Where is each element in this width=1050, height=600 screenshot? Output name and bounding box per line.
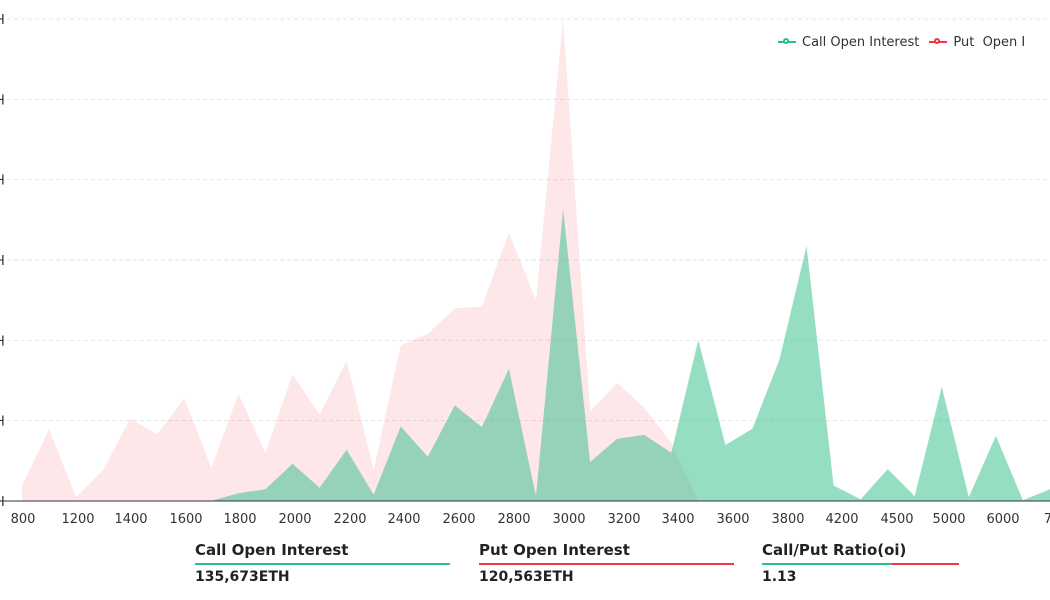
x-tick-label: 3200: [607, 512, 640, 527]
legend-item-put[interactable]: Put Open I: [929, 35, 1025, 50]
chart-legend: Call Open Interest Put Open I: [778, 33, 1050, 51]
call-series-area[interactable]: [22, 209, 1050, 502]
stat-put-open-interest: Put Open Interest 120,563ETH: [479, 540, 734, 585]
x-tick-label: 1800: [223, 512, 256, 527]
x-tick-label: 800: [11, 512, 36, 527]
stat-call-open-interest: Call Open Interest 135,673ETH: [195, 540, 450, 585]
put-series-area[interactable]: [22, 19, 1050, 501]
stat-label: Call/Put Ratio(oi): [762, 541, 907, 559]
y-tick-label: H: [0, 495, 5, 510]
stat-value: 135,673ETH: [195, 569, 290, 585]
y-tick-label: H: [0, 254, 5, 269]
x-tick-label: 2600: [442, 512, 475, 527]
stat-label: Call Open Interest: [195, 541, 349, 559]
area-layer: [22, 19, 1050, 501]
x-tick-label: 2200: [333, 512, 366, 527]
y-tick-label: H: [0, 93, 5, 108]
y-tick-label: H: [0, 334, 5, 349]
y-tick-label: H: [0, 174, 5, 189]
stat-value: 120,563ETH: [479, 569, 574, 585]
x-tick-label: 2800: [497, 512, 530, 527]
x-tick-label: 3400: [661, 512, 694, 527]
x-tick-label: 4500: [880, 512, 913, 527]
x-tick-label: 5000: [932, 512, 965, 527]
x-tick-label: 3800: [771, 512, 804, 527]
legend-label-call: Call Open Interest: [802, 34, 920, 50]
x-tick-label: 1600: [169, 512, 202, 527]
open-interest-chart: H H H H H H H 800 1200 1400 1600 1800 2000 2200 2400 2…: [0, 13, 1050, 527]
x-tick-label: 3000: [552, 512, 585, 527]
x-tick-label: 1200: [61, 512, 94, 527]
y-tick-layer: H H H H H H H: [0, 13, 5, 510]
x-tick-label: 6000: [986, 512, 1019, 527]
stat-value: 1.13: [762, 569, 797, 585]
y-tick-label: H: [0, 415, 5, 430]
stat-label: Put Open Interest: [479, 541, 630, 559]
x-tick-label: 4200: [825, 512, 858, 527]
x-tick-layer: 800 1200 1400 1600 1800 2000 2200 2400 2600 2800 3…: [11, 512, 1050, 527]
grid-layer: [0, 18, 1050, 422]
legend-item-call[interactable]: Call Open Interest: [778, 35, 919, 50]
x-tick-label: 1400: [114, 512, 147, 527]
legend-marker-put-icon: [929, 36, 948, 48]
stats-panel: Call Open Interest 135,673ETH Put Open I…: [0, 540, 1050, 590]
stat-underline: [479, 563, 734, 565]
x-tick-label: 2000: [278, 512, 311, 527]
x-tick-label: 3600: [716, 512, 749, 527]
stat-call-put-ratio: Call/Put Ratio(oi) 1.13: [762, 540, 959, 585]
stat-underline: [762, 563, 959, 565]
legend-marker-call-icon: [778, 36, 796, 48]
x-tick-label: 2400: [387, 512, 420, 527]
legend-label-put: Put Open I: [953, 34, 1026, 50]
x-tick-label: 7: [1044, 512, 1050, 527]
y-tick-label: H: [0, 13, 5, 28]
stat-underline: [195, 563, 450, 565]
